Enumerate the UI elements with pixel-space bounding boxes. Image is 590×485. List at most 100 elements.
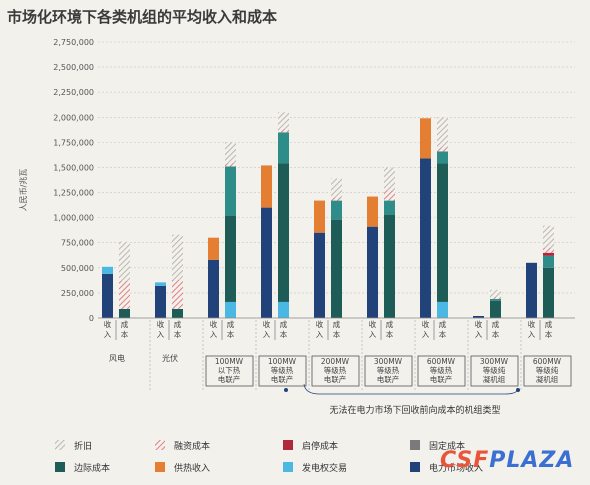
bar-segment-revenue	[102, 273, 113, 318]
y-tick-label: 500,000	[61, 264, 94, 273]
bar-segment-revenue	[367, 226, 378, 318]
x-sub-label: 入	[104, 330, 112, 339]
bar-segment-cost	[278, 163, 289, 302]
x-sub-label: 成	[545, 319, 553, 329]
bar-segment-revenue	[261, 165, 272, 208]
x-category-label: 光伏	[162, 353, 178, 363]
bar-segment-revenue	[314, 200, 325, 233]
legend-swatch	[55, 462, 65, 472]
x-sub-label: 本	[174, 329, 182, 339]
category-box	[523, 355, 572, 387]
x-sub-label: 本	[545, 329, 553, 339]
bar-segment-cost	[437, 117, 448, 148]
bar-segment-cost	[278, 132, 289, 164]
bar-segment-cost	[119, 241, 130, 281]
x-sub-label: 入	[475, 330, 483, 339]
bar-segment-cost	[119, 308, 130, 318]
x-sub-label: 本	[333, 329, 341, 339]
x-category-label: 600MW	[533, 357, 562, 366]
bar-segment-revenue	[420, 158, 431, 318]
x-sub-label: 成	[439, 319, 447, 329]
bar-segment-cost	[384, 214, 395, 318]
x-sub-label: 本	[386, 329, 394, 339]
x-sub-label: 收	[104, 319, 112, 329]
x-sub-label: 入	[528, 330, 536, 339]
x-category-label: 300MW	[480, 357, 509, 366]
legend-label: 折旧	[74, 440, 92, 452]
watermark-logo: CSFPLAZA	[440, 448, 575, 473]
bar-segment-cost	[384, 190, 395, 201]
x-category-label: 等级纯	[483, 365, 506, 375]
x-category-label: 凝机组	[536, 374, 559, 384]
bar-segment-cost	[225, 215, 236, 302]
legend-label: 启停成本	[302, 440, 338, 452]
bar-segment-cost	[278, 112, 289, 130]
legend-swatch	[283, 462, 293, 472]
legend-swatch	[155, 462, 165, 472]
x-sub-label: 收	[422, 319, 430, 329]
bar-segment-revenue	[208, 237, 219, 260]
y-tick-label: 1,000,000	[53, 214, 94, 223]
category-box	[470, 355, 519, 387]
bar-segment-cost	[278, 129, 289, 133]
bar-segment-cost	[331, 219, 342, 318]
legend-swatch	[155, 440, 165, 450]
y-tick-label: 1,250,000	[53, 189, 94, 198]
bar-segment-revenue	[473, 315, 484, 318]
x-sub-label: 入	[369, 330, 377, 339]
x-sub-label: 入	[210, 330, 218, 339]
x-category-label: 风电	[109, 353, 125, 363]
bar-segment-cost	[119, 280, 130, 309]
y-tick-label: 0	[89, 314, 94, 323]
x-category-label: 以下热	[218, 365, 241, 375]
bar-segment-revenue	[314, 232, 325, 318]
x-sub-label: 本	[227, 329, 235, 339]
x-sub-label: 收	[210, 319, 218, 329]
x-sub-label: 成	[492, 319, 500, 329]
x-category-label: 电联产	[430, 374, 453, 384]
bar-segment-cost	[437, 301, 448, 318]
legend-label: 电力市场收入	[429, 462, 483, 474]
bar-segment-cost	[490, 289, 501, 297]
bar-segment-cost	[543, 267, 554, 318]
x-sub-label: 成	[174, 319, 182, 329]
legend-label: 供热收入	[174, 462, 210, 474]
bar-segment-cost	[278, 301, 289, 318]
annotation: 无法在电力市场下回收前向成本的机组类型	[284, 383, 520, 416]
bar-segment-revenue	[155, 282, 166, 286]
bar-segment-revenue	[102, 266, 113, 274]
page-title: 市场化环境下各类机组的平均收入和成本	[7, 8, 278, 26]
bar-segment-cost	[331, 178, 342, 198]
y-tick-label: 1,500,000	[53, 163, 94, 172]
x-sub-label: 成	[280, 319, 288, 329]
x-category-label: 100MW	[268, 357, 297, 366]
bar-segment-cost	[543, 255, 554, 268]
bar-segment-cost	[384, 167, 395, 191]
bar-segment-cost	[331, 200, 342, 220]
category-box	[205, 355, 254, 387]
bar-segment-cost	[543, 252, 554, 256]
category-box	[417, 355, 466, 387]
annotation-bracket	[303, 383, 519, 395]
bar-segment-cost	[490, 298, 501, 301]
legend-swatch	[55, 440, 65, 450]
x-category-label: 等级热	[324, 365, 347, 375]
category-box	[364, 355, 413, 387]
x-category-label: 等级纯	[536, 365, 559, 375]
y-tick-label: 2,500,000	[53, 63, 94, 72]
bar-segment-cost	[543, 225, 554, 248]
bar-segment-revenue	[420, 118, 431, 159]
x-category-label: 200MW	[321, 357, 350, 366]
bar-segment-revenue	[526, 262, 537, 318]
x-sub-label: 入	[263, 330, 271, 339]
y-tick-label: 2,750,000	[53, 38, 94, 47]
x-category-label: 电联产	[218, 374, 241, 384]
bars	[102, 112, 554, 318]
x-sub-label: 本	[439, 329, 447, 339]
bar-segment-cost	[490, 296, 501, 299]
x-sub-label: 成	[386, 319, 394, 329]
legend-label: 固定成本	[429, 440, 465, 452]
bar-segment-revenue	[367, 196, 378, 227]
